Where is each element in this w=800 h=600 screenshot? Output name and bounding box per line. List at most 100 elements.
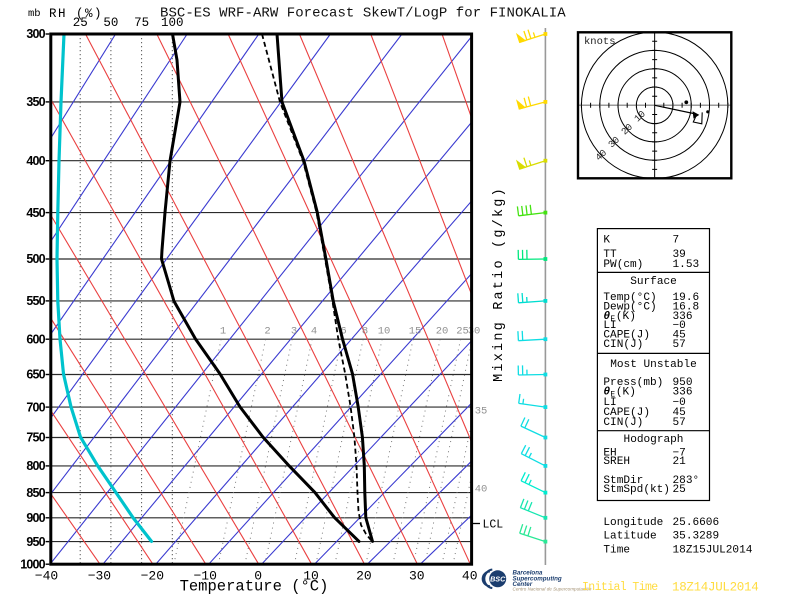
svg-text:650: 650 [26, 368, 45, 382]
svg-text:35: 35 [475, 406, 488, 418]
svg-text:Mixing Ratio (g/kg): Mixing Ratio (g/kg) [492, 186, 507, 382]
svg-text:CIN(J): CIN(J) [603, 339, 643, 351]
svg-text:−0: −0 [673, 320, 686, 332]
svg-text:E: E [610, 315, 615, 324]
svg-text:Dewp(°C): Dewp(°C) [603, 301, 656, 313]
svg-text:50: 50 [103, 16, 118, 30]
svg-text:750: 750 [26, 431, 45, 445]
svg-text:2: 2 [264, 326, 270, 338]
svg-text:300: 300 [26, 27, 45, 41]
svg-text:3: 3 [291, 326, 297, 338]
svg-text:45: 45 [673, 407, 686, 419]
svg-text:Temp(°C): Temp(°C) [603, 292, 656, 304]
svg-text:BSC-ES WRF-ARW Forecast SkewT/: BSC-ES WRF-ARW Forecast SkewT/LogP for F… [160, 6, 566, 22]
svg-text:Initial Time: Initial Time [582, 581, 658, 594]
svg-text:45: 45 [673, 330, 686, 342]
svg-text:35.3289: 35.3289 [673, 531, 720, 543]
svg-text:LI: LI [603, 397, 616, 409]
svg-text:800: 800 [26, 459, 45, 473]
svg-text:−10: −10 [193, 569, 216, 584]
svg-text:950: 950 [26, 535, 45, 549]
svg-text:40: 40 [475, 484, 488, 496]
svg-text:25: 25 [456, 326, 469, 338]
svg-text:−30: −30 [88, 569, 111, 584]
svg-text:18Z15JUL2014: 18Z15JUL2014 [673, 544, 753, 556]
svg-text:850: 850 [26, 486, 45, 500]
svg-text:20: 20 [436, 326, 449, 338]
svg-text:Supercomputing: Supercomputing [513, 576, 562, 583]
svg-text:350: 350 [26, 95, 45, 109]
svg-text:E: E [610, 391, 615, 400]
svg-text:30: 30 [468, 326, 481, 338]
svg-text:336: 336 [673, 387, 693, 399]
svg-text:19.6: 19.6 [673, 292, 700, 304]
svg-text:18Z14JUL2014: 18Z14JUL2014 [672, 581, 758, 595]
svg-text:LCL: LCL [483, 519, 504, 532]
svg-text:θ: θ [603, 311, 610, 323]
svg-text:600: 600 [26, 332, 45, 346]
svg-text:Centro Nacional de Supercomput: Centro Nacional de Supercomputación [513, 586, 592, 591]
svg-text:LI: LI [603, 320, 616, 332]
svg-text:283°: 283° [673, 475, 700, 487]
svg-text:(K): (K) [616, 387, 636, 399]
svg-text:450: 450 [26, 206, 45, 220]
svg-text:EH: EH [603, 447, 616, 459]
svg-text:mb: mb [28, 8, 41, 20]
svg-text:BSC: BSC [490, 575, 506, 584]
svg-text:700: 700 [26, 400, 45, 414]
svg-text:25: 25 [673, 484, 686, 496]
svg-text:StmDir: StmDir [603, 475, 643, 487]
svg-text:StmSpd(kt): StmSpd(kt) [603, 484, 670, 496]
svg-text:Most Unstable: Most Unstable [610, 359, 697, 371]
svg-text:1.53: 1.53 [673, 259, 700, 271]
svg-text:10: 10 [303, 569, 319, 584]
svg-text:900: 900 [26, 511, 45, 525]
svg-text:57: 57 [673, 339, 686, 351]
svg-text:16.8: 16.8 [673, 301, 700, 313]
svg-text:−7: −7 [673, 447, 686, 459]
svg-text:−0: −0 [673, 397, 686, 409]
svg-text:8: 8 [362, 326, 368, 338]
svg-text:336: 336 [673, 311, 693, 323]
svg-text:CAPE(J): CAPE(J) [603, 330, 650, 342]
svg-text:TT: TT [603, 249, 617, 261]
svg-text:100: 100 [161, 16, 184, 30]
svg-text:0: 0 [254, 569, 262, 584]
svg-text:7: 7 [673, 235, 680, 247]
svg-text:Longitude: Longitude [603, 517, 663, 529]
svg-text:10: 10 [378, 326, 391, 338]
svg-text:Time: Time [603, 544, 630, 556]
svg-text:−40: −40 [35, 569, 58, 584]
svg-text:Latitude: Latitude [603, 531, 656, 543]
svg-text:550: 550 [26, 294, 45, 308]
svg-text:CIN(J): CIN(J) [603, 417, 643, 429]
svg-text:30: 30 [409, 569, 425, 584]
svg-text:57: 57 [673, 417, 686, 429]
svg-text:15: 15 [409, 326, 422, 338]
svg-text:θ: θ [603, 387, 610, 399]
svg-text:K: K [603, 235, 610, 247]
svg-text:950: 950 [673, 377, 693, 389]
svg-text:Temperature (°C): Temperature (°C) [180, 578, 329, 596]
svg-text:SREH: SREH [603, 456, 630, 468]
svg-text:39: 39 [673, 249, 686, 261]
svg-text:1: 1 [220, 326, 226, 338]
svg-text:1000: 1000 [20, 557, 45, 571]
svg-text:20: 20 [356, 569, 372, 584]
svg-text:21: 21 [673, 456, 687, 468]
svg-text:Press(mb): Press(mb) [603, 377, 663, 389]
svg-text:25: 25 [73, 16, 88, 30]
svg-text:40: 40 [462, 569, 478, 584]
svg-text:RH (%): RH (%) [49, 7, 103, 21]
svg-text:6: 6 [340, 326, 346, 338]
svg-text:25.6606: 25.6606 [673, 517, 720, 529]
svg-text:4: 4 [311, 326, 317, 338]
svg-text:Hodograph: Hodograph [624, 434, 684, 446]
svg-text:CAPE(J): CAPE(J) [603, 407, 650, 419]
svg-text:knots: knots [584, 36, 616, 48]
svg-text:Surface: Surface [630, 276, 677, 288]
svg-text:75: 75 [134, 16, 149, 30]
svg-text:Barcelona: Barcelona [513, 569, 543, 576]
svg-text:400: 400 [26, 154, 45, 168]
svg-text:PW(cm): PW(cm) [603, 259, 643, 271]
